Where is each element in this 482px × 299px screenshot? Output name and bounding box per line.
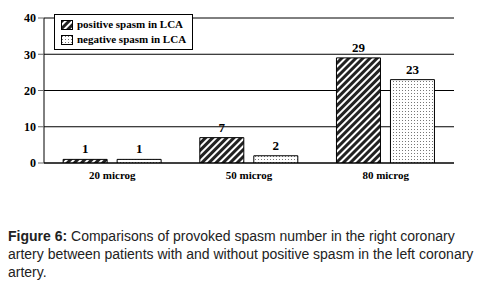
svg-text:80 microg: 80 microg (362, 169, 409, 181)
html-text:Figure 6: Comparisons of provo: Figure 6: Comparisons of provoked spasm … (8, 228, 474, 280)
svg-text:23: 23 (406, 62, 420, 77)
svg-text:40: 40 (24, 11, 36, 25)
svg-text:2: 2 (273, 138, 280, 153)
svg-text:7: 7 (219, 120, 226, 135)
svg-text:0: 0 (30, 156, 36, 170)
html-text:negative spasm in LCA: negative spasm in LCA (77, 33, 187, 45)
svg-text:29: 29 (352, 40, 366, 55)
svg-text:20 microg: 20 microg (89, 169, 136, 181)
svg-text:1: 1 (136, 141, 143, 156)
html-text:positive spasm in LCA: positive spasm in LCA (77, 18, 183, 30)
svg-text:50 microg: 50 microg (226, 169, 273, 181)
svg-text:20: 20 (24, 84, 36, 98)
svg-text:1: 1 (82, 141, 89, 156)
svg-text:10: 10 (24, 120, 36, 134)
svg-text:30: 30 (24, 48, 36, 62)
